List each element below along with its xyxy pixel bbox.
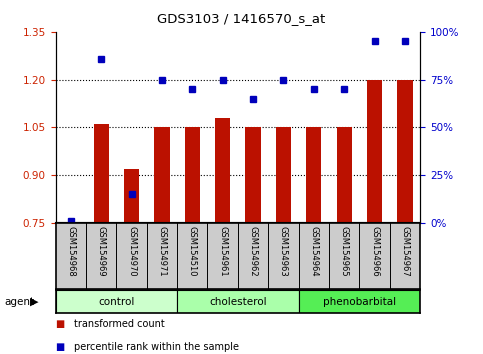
Bar	[398, 80, 412, 223]
Text: GDS3103 / 1416570_s_at: GDS3103 / 1416570_s_at	[157, 12, 326, 25]
Text: ▶: ▶	[30, 297, 39, 307]
Text: GSM154966: GSM154966	[370, 226, 379, 277]
Bar	[185, 127, 200, 223]
Bar	[298, 290, 420, 313]
Bar	[276, 127, 291, 223]
Bar	[177, 290, 298, 313]
Text: percentile rank within the sample: percentile rank within the sample	[74, 342, 239, 352]
Text: GSM154968: GSM154968	[66, 226, 75, 277]
Bar	[306, 127, 322, 223]
Bar	[56, 290, 177, 313]
Bar	[154, 127, 170, 223]
Text: GSM154971: GSM154971	[157, 226, 167, 277]
Text: GSM154963: GSM154963	[279, 226, 288, 277]
Bar	[124, 169, 139, 223]
Text: GSM154510: GSM154510	[188, 226, 197, 277]
Bar	[94, 124, 109, 223]
Bar	[367, 80, 382, 223]
Bar	[215, 118, 230, 223]
Bar	[337, 127, 352, 223]
Text: ■: ■	[56, 319, 65, 329]
Text: GSM154965: GSM154965	[340, 226, 349, 277]
Text: control: control	[98, 297, 134, 307]
Text: GSM154962: GSM154962	[249, 226, 257, 277]
Text: GSM154964: GSM154964	[309, 226, 318, 277]
Text: agent: agent	[5, 297, 35, 307]
Text: GSM154970: GSM154970	[127, 226, 136, 277]
Text: GSM154961: GSM154961	[218, 226, 227, 277]
Text: phenobarbital: phenobarbital	[323, 297, 396, 307]
Text: GSM154969: GSM154969	[97, 226, 106, 277]
Text: cholesterol: cholesterol	[209, 297, 267, 307]
Text: transformed count: transformed count	[74, 319, 165, 329]
Bar	[245, 127, 261, 223]
Text: ■: ■	[56, 342, 65, 352]
Text: GSM154967: GSM154967	[400, 226, 410, 277]
